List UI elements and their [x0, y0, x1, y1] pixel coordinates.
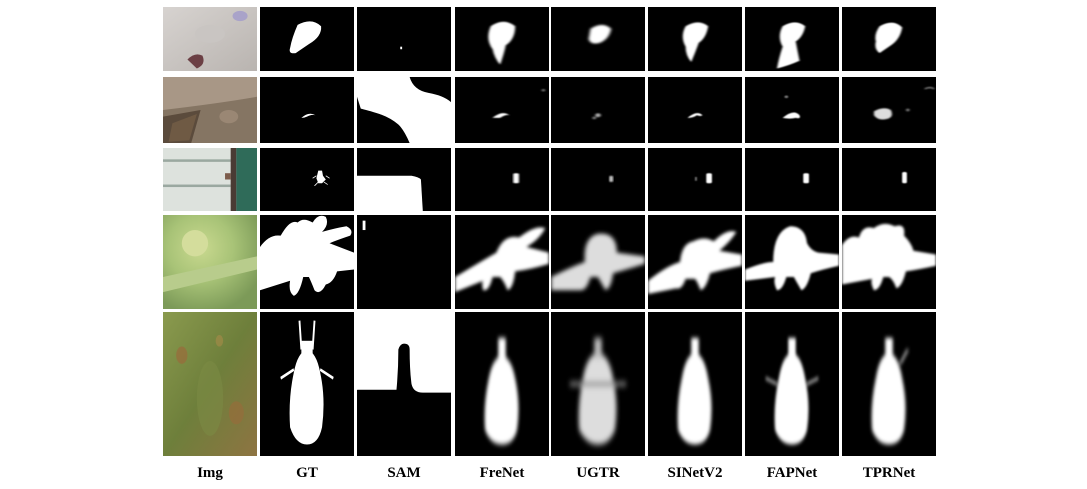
column-label-sam: SAM	[387, 465, 421, 481]
mask-ugtr-row4	[551, 215, 645, 309]
mask-ugtr-row1	[551, 7, 645, 71]
input-image-bark-insect	[163, 77, 257, 143]
mask-gt-row3	[260, 148, 354, 211]
mask-ugtr-row5	[551, 312, 645, 456]
mask-sam-row2	[357, 77, 451, 143]
column-label-img: Img	[197, 465, 223, 481]
input-image-sand-creature	[163, 7, 257, 71]
mask-gt-row5	[260, 312, 354, 456]
mask-sam-row4	[357, 215, 451, 309]
column-label-frenet: FreNet	[479, 465, 525, 481]
mask-frenet-row5	[455, 312, 549, 456]
mask-frenet-row3	[455, 148, 549, 211]
mask-ugtr-row2	[551, 77, 645, 143]
mask-sam-row3	[357, 148, 451, 211]
mask-gt-row2	[260, 77, 354, 143]
column-label-fapnet: FAPNet	[766, 465, 818, 481]
mask-gt-row4	[260, 215, 354, 309]
input-image-green-spider	[163, 215, 257, 309]
mask-sinetv2-row3	[648, 148, 742, 211]
mask-tprnet-row2	[842, 77, 936, 143]
mask-fapnet-row2	[745, 77, 839, 143]
column-label-tprnet: TPRNet	[862, 465, 916, 481]
mask-sinetv2-row4	[648, 215, 742, 309]
input-image-wall-spider	[163, 148, 257, 211]
mask-gt-row1	[260, 7, 354, 71]
mask-tprnet-row3	[842, 148, 936, 211]
column-label-gt: GT	[296, 465, 318, 481]
mask-fapnet-row1	[745, 7, 839, 71]
mask-fapnet-row4	[745, 215, 839, 309]
mask-sinetv2-row1	[648, 7, 742, 71]
mask-ugtr-row3	[551, 148, 645, 211]
mask-tprnet-row5	[842, 312, 936, 456]
mask-frenet-row1	[455, 7, 549, 71]
mask-fapnet-row3	[745, 148, 839, 211]
mask-sinetv2-row2	[648, 77, 742, 143]
mask-frenet-row4	[455, 215, 549, 309]
column-label-ugtr: UGTR	[576, 465, 620, 481]
input-image-moss-moth	[163, 312, 257, 456]
column-label-sinetv2: SINetV2	[667, 465, 723, 481]
mask-sam-row1	[357, 7, 451, 71]
mask-tprnet-row4	[842, 215, 936, 309]
mask-frenet-row2	[455, 77, 549, 143]
mask-tprnet-row1	[842, 7, 936, 71]
mask-sinetv2-row5	[648, 312, 742, 456]
mask-sam-row5	[357, 312, 451, 456]
mask-fapnet-row5	[745, 312, 839, 456]
